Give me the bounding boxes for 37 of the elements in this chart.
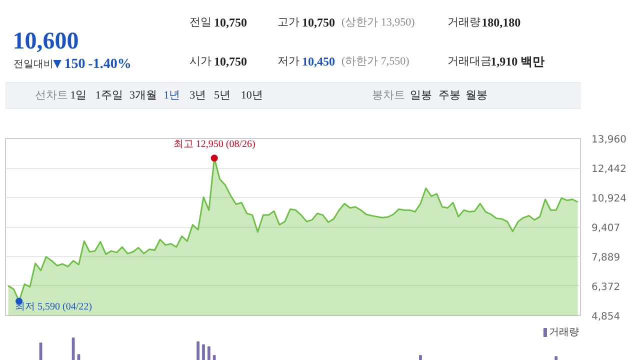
text: 거래대금 — [448, 56, 492, 68]
text: 1일 — [70, 90, 87, 102]
y-tick-label: 7,889 — [592, 252, 620, 264]
y-tick-label: 9,407 — [592, 223, 620, 234]
text: 일봉 — [410, 90, 432, 102]
text: 월봉 — [466, 90, 488, 102]
text: 10,450 — [302, 54, 335, 68]
text: 선차트 — [35, 90, 68, 102]
text: 1년 — [164, 90, 180, 102]
text: 10,750 — [302, 16, 335, 30]
text: 봉차트 — [372, 90, 406, 102]
text: 주봉 — [438, 90, 461, 102]
text: -1.40% — [88, 57, 132, 72]
y-tick-label: 6,372 — [592, 282, 620, 293]
text: 저가 — [278, 56, 300, 68]
y-tick-label: 13,960 — [592, 134, 626, 146]
text: 1,910 백만 — [490, 54, 545, 68]
y-tick-label: 4,854 — [592, 312, 620, 322]
text: 3개월 — [129, 90, 157, 102]
text: 180,180 — [482, 16, 521, 30]
y-tick-label: 10,924 — [592, 194, 626, 205]
legend-label: 거래량 — [549, 326, 579, 339]
text: 5년 — [214, 90, 230, 102]
text: 10,750 — [214, 16, 247, 30]
text: 시가 — [190, 56, 212, 68]
text: 전일 — [190, 16, 212, 28]
text: 3년 — [190, 90, 206, 102]
text: 10,600 — [12, 28, 79, 54]
text: 거래량 — [448, 16, 481, 28]
text: 10,750 — [214, 54, 247, 68]
y-tick-label: 12,442 — [592, 164, 626, 176]
text: 고가 — [278, 16, 300, 28]
text: 1주일 — [95, 90, 123, 102]
text: (상한가 13,950) — [342, 16, 416, 28]
annotation: 최고 12,950 (08/26) — [173, 139, 256, 150]
text: 10년 — [240, 90, 263, 102]
text: (하한가 7,550) — [342, 56, 410, 68]
